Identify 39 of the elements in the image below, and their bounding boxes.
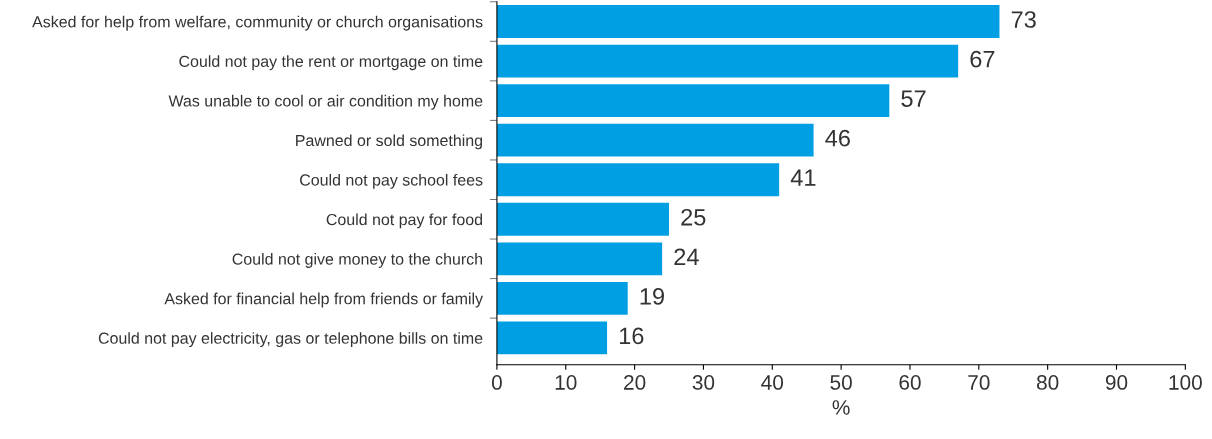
data-label: 19	[640, 287, 664, 305]
x-tick-label: 20	[624, 375, 646, 390]
bar	[496, 5, 1000, 38]
x-tick-label: 70	[968, 375, 990, 390]
bar	[496, 321, 608, 355]
y-tick-label: Asked for help from welfare, community or church organisations	[32, 15, 483, 31]
x-tick-label: 80	[1036, 375, 1059, 390]
x-tick-label: 60	[899, 375, 921, 390]
data-label: 57	[901, 90, 926, 107]
y-tick-label: Was unable to cool or air condition my home	[168, 94, 483, 110]
y-tick-label: Could not pay electricity, gas or telephone bills on time	[98, 332, 483, 348]
bar	[496, 202, 670, 236]
y-tick-label: Pawned or sold something	[296, 134, 483, 150]
y-tick-label: Could not give money to the church	[232, 253, 483, 268]
bar	[496, 281, 628, 315]
x-tick-label: 0	[491, 375, 502, 390]
bar	[496, 242, 663, 276]
x-tick-label: 30	[692, 375, 715, 390]
bar	[496, 44, 959, 78]
x-tick-label: 50	[830, 375, 852, 390]
data-label: 16	[619, 327, 644, 345]
data-label: 73	[1011, 11, 1036, 28]
bar	[496, 84, 890, 118]
x-tick-label: 90	[1105, 375, 1128, 390]
bar	[496, 163, 780, 197]
y-tick-label: Could not pay the rent or mortgage on time	[179, 55, 483, 71]
x-tick-label: 100	[1169, 375, 1202, 390]
data-label: 46	[825, 129, 850, 147]
data-label: 25	[681, 208, 706, 226]
x-tick-label: 40	[761, 375, 784, 390]
y-tick-label: Could not pay for food	[326, 213, 483, 229]
y-tick-label: Asked for financial help from friends or family	[164, 292, 484, 308]
data-label: 41	[790, 169, 816, 186]
y-tick-label: Could not pay school fees	[300, 173, 483, 189]
data-label: 67	[970, 50, 995, 68]
data-label: 24	[674, 248, 699, 265]
bar	[496, 123, 814, 157]
x-tick-label: 10	[555, 375, 577, 390]
x-axis-title: %	[832, 400, 850, 415]
